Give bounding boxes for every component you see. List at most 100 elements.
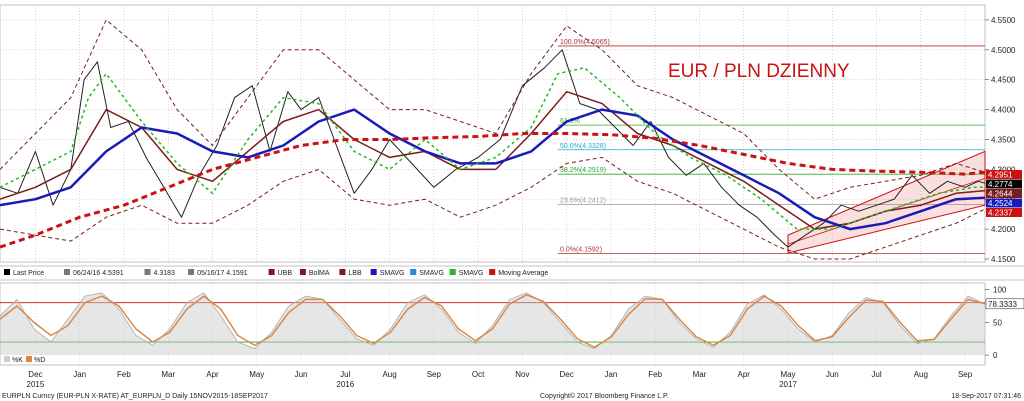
legend-swatch (299, 269, 306, 275)
x-tick-label: Aug (382, 370, 396, 379)
y-tick-label: 4.5500 (991, 16, 1016, 25)
legend-label: 06/24/16 4.5391 (73, 270, 124, 277)
year-label: 2017 (779, 380, 797, 389)
x-tick-label: Jun (295, 370, 308, 379)
price-y-axis: 4.15004.20004.25004.30004.35004.40004.45… (985, 16, 1016, 264)
fib-label: 23.6%(4.2412) (560, 198, 606, 205)
x-tick-label: Sep (427, 370, 442, 379)
x-tick-label: Dec (560, 370, 574, 379)
y-tick-label: 4.3000 (991, 165, 1016, 174)
price-tag-label: 4.2644 (988, 190, 1013, 199)
osc-y-tick-label: 100 (993, 286, 1007, 295)
y-tick-label: 4.2000 (991, 225, 1016, 234)
price-series (0, 19, 986, 260)
fib-label: 0.0%(4.1592) (560, 247, 602, 254)
legend-label: SMAVG (380, 270, 405, 277)
y-tick-label: 4.3500 (991, 135, 1016, 144)
x-tick-label: Jun (826, 370, 839, 379)
legend-swatch (410, 269, 417, 275)
y-tick-label: 4.1500 (991, 255, 1016, 264)
x-tick-label: Jul (871, 370, 881, 379)
price-tag-box (986, 198, 1022, 208)
x-tick-label: Feb (648, 370, 662, 379)
year-label: 2016 (336, 380, 354, 389)
legend-label: Moving Average (498, 270, 548, 277)
fib-label: 38.2%(4.2919) (560, 167, 606, 174)
price-tag-box (986, 170, 1022, 179)
footer-copyright: Copyright© 2017 Bloomberg Finance L.P. (540, 392, 669, 400)
price-tag-label: 4.2524 (988, 199, 1013, 208)
legend-swatch (370, 269, 377, 275)
series-ubb (0, 19, 986, 200)
y-tick-label: 4.4000 (991, 106, 1016, 115)
legend-swatch (449, 269, 456, 275)
legend-swatch (489, 269, 496, 275)
oscillator-y-axis: 0 50 100 78.3333 (985, 286, 1024, 360)
osc-tag-label: 78.3333 (988, 300, 1017, 309)
legend-swatch (339, 269, 346, 275)
legend-swatch (64, 269, 70, 275)
time-x-axis: Dec Jan Feb Mar Apr May Jun Jul Aug Sep Oct Nov Dec J… (27, 370, 973, 389)
price-tag-box (986, 179, 1022, 189)
price-tag-box (986, 189, 1022, 198)
price-tag-label: 4.2774 (988, 180, 1013, 189)
legend-label: Last Price (13, 270, 44, 277)
osc-legend-label: %K (12, 357, 23, 364)
oscillator-series (0, 292, 986, 356)
series-moving-average (0, 132, 986, 249)
legend-label: SMAVG (459, 270, 484, 277)
series-lbb (0, 156, 986, 260)
price-frame (0, 4, 986, 263)
fib-label: 50.0%(4.3328) (560, 143, 606, 150)
osc-y-tick-label: 50 (993, 318, 1002, 327)
series-d (0, 293, 986, 349)
x-tick-label: Mar (161, 370, 175, 379)
y-tick-label: 4.4500 (991, 76, 1016, 85)
x-tick-label: May (249, 370, 264, 379)
price-tag-label: 4.2337 (988, 209, 1013, 218)
fib-label: 100.0%(4.5065) (560, 39, 610, 46)
x-tick-label: Nov (515, 370, 529, 379)
x-tick-label: Apr (738, 370, 751, 379)
footer-timestamp: 18-Sep-2017 07:31:46 (951, 393, 1021, 400)
osc-legend-label: %D (34, 357, 45, 364)
x-tick-label: Aug (914, 370, 928, 379)
series-bolma (0, 90, 986, 230)
legend-swatch (4, 269, 10, 275)
legend-label: SMAVG (419, 270, 444, 277)
x-tick-label: Jan (73, 370, 86, 379)
oscillator-frame (0, 282, 986, 366)
osc-tag-box (985, 298, 1024, 310)
x-tick-label: Apr (206, 370, 219, 379)
osc-k-area (0, 292, 985, 356)
series-last-price (0, 49, 986, 248)
legend-bar: Last Price 06/24/16 4.5391 4.3183 05/16/17 … (4, 269, 548, 277)
legend-swatch (268, 269, 275, 275)
series-smavg (0, 108, 986, 231)
oscillator-gridlines (0, 302, 985, 343)
footer-security: EURPLN Curncy (EUR-PLN X-RATE) AT_EURPLN… (2, 393, 268, 400)
series-smavg (0, 67, 985, 230)
x-tick-label: Sep (958, 370, 973, 379)
legend-swatch (188, 269, 195, 275)
x-tick-label: Mar (693, 370, 707, 379)
legend-label: BolMA (309, 270, 330, 277)
footer-bar: EURPLN Curncy (EUR-PLN X-RATE) AT_EURPLN… (2, 392, 1021, 400)
legend-label: 05/16/17 4.1591 (197, 270, 248, 277)
price-tag-label: 4.2951 (988, 171, 1013, 180)
x-tick-label: Jul (340, 370, 350, 379)
x-tick-label: May (780, 370, 795, 379)
osc-legend-swatch (4, 356, 10, 362)
legend-label: 4.3183 (154, 270, 176, 277)
osc-y-tick-label: 0 (993, 351, 998, 360)
year-label: 2015 (27, 380, 45, 389)
legend-swatch (144, 269, 151, 275)
x-tick-label: Dec (28, 370, 42, 379)
osc-legend-swatch (26, 356, 32, 362)
legend-label: UBB (278, 270, 293, 277)
y-tick-label: 4.5000 (991, 46, 1016, 55)
legend-label: LBB (348, 270, 362, 277)
fibonacci-levels: 100.0%(4.5065)61.8%50.0%(4.3328)38.2%(4.… (557, 39, 985, 254)
